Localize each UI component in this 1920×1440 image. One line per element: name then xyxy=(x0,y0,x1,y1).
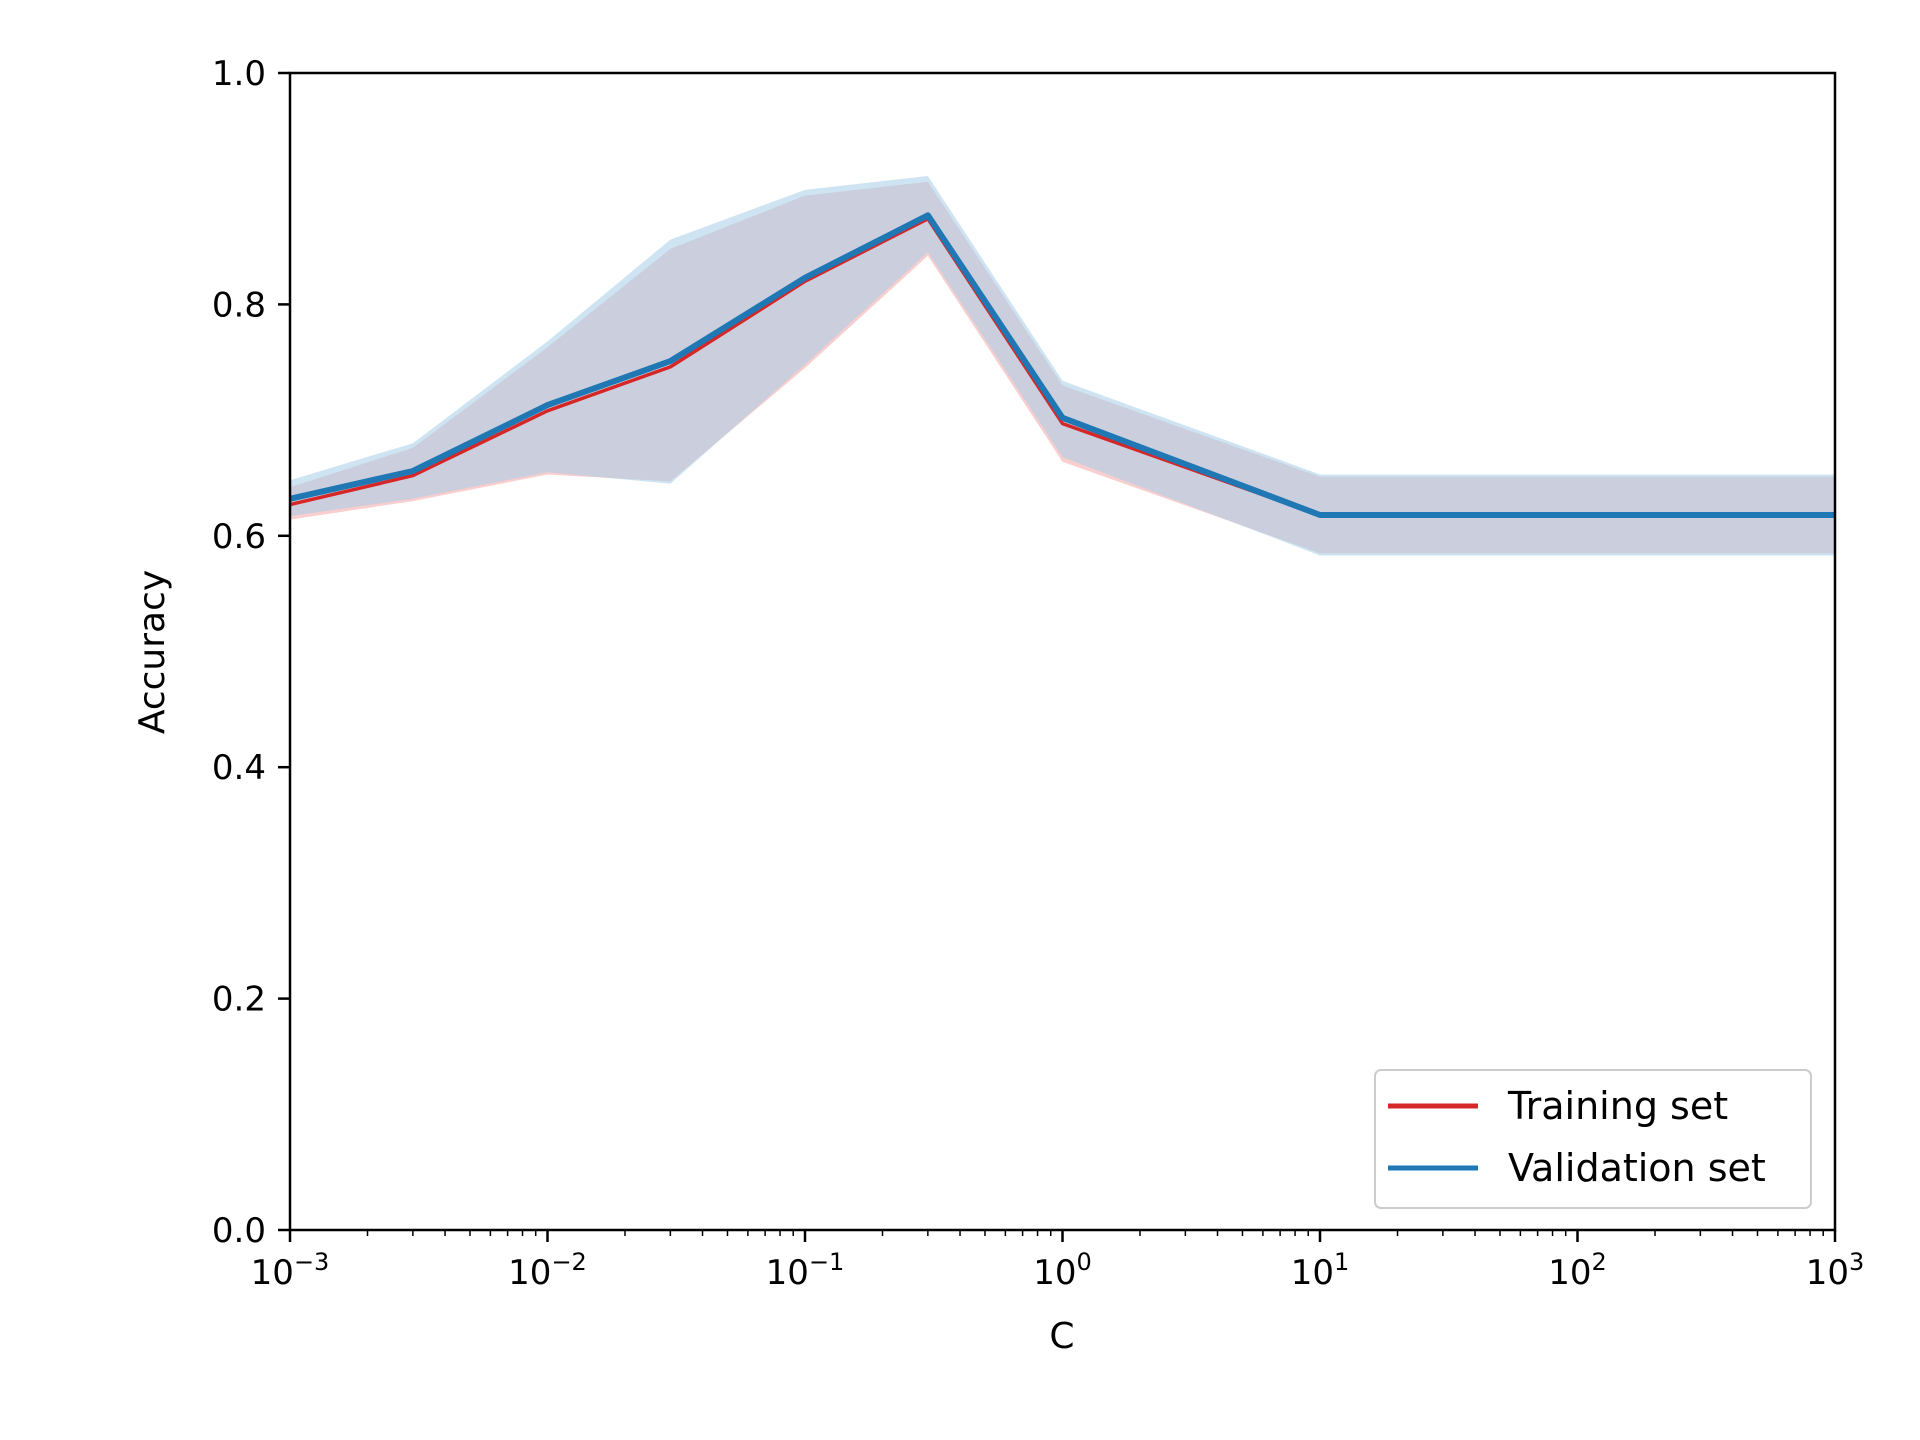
series-lines xyxy=(289,212,1835,518)
x-tick-label: 10−1 xyxy=(766,1248,845,1293)
y-tick-label: 0.8 xyxy=(212,285,266,325)
x-tick-label: 10−2 xyxy=(508,1248,587,1293)
x-axis: 10−3 10−2 10−1 100 101 102 103 xyxy=(251,1230,1865,1293)
y-tick-label: 0.2 xyxy=(212,980,266,1020)
x-axis-label: C xyxy=(1049,1316,1074,1357)
legend-label-training: Training set xyxy=(1507,1084,1728,1128)
y-axis: 0.0 0.2 0.4 0.6 0.8 1.0 xyxy=(212,54,290,1251)
x-tick-label: 101 xyxy=(1291,1248,1350,1293)
y-axis-label: Accuracy xyxy=(132,570,173,734)
x-tick-label: 100 xyxy=(1033,1248,1092,1293)
x-tick-label: 103 xyxy=(1806,1248,1865,1293)
band-validation xyxy=(290,176,1835,556)
line-validation xyxy=(289,212,1835,518)
x-tick-label: 10−3 xyxy=(251,1248,330,1293)
confidence-bands xyxy=(290,176,1835,556)
y-tick-label: 1.0 xyxy=(212,54,266,94)
y-tick-label: 0.4 xyxy=(212,748,266,788)
legend: Training set Validation set xyxy=(1374,1069,1812,1209)
y-tick-label: 0.0 xyxy=(212,1211,266,1251)
legend-box xyxy=(1374,1069,1812,1209)
legend-label-validation: Validation set xyxy=(1508,1146,1766,1190)
y-tick-label: 0.6 xyxy=(212,517,266,557)
x-tick-label: 102 xyxy=(1548,1248,1607,1293)
